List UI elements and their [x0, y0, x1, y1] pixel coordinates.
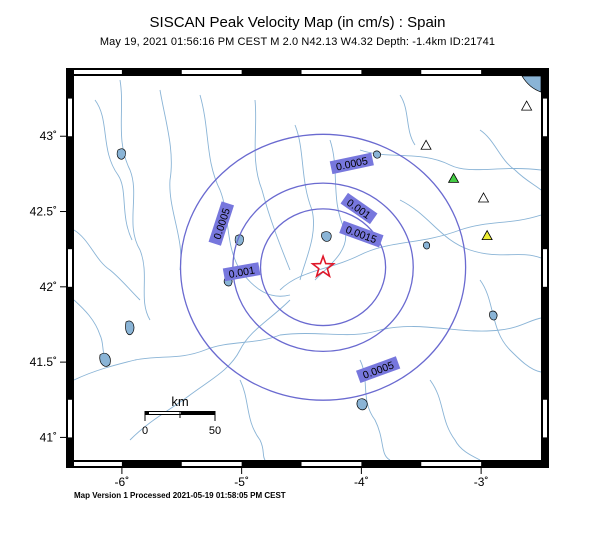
- station-triangle-icon: [420, 139, 432, 150]
- svg-text:0.001: 0.001: [228, 265, 256, 281]
- map-area: [74, 76, 541, 460]
- x-tick-label: -3˚: [474, 475, 489, 489]
- y-tick-label: 43˚: [40, 129, 57, 143]
- x-tick-label: -6˚: [115, 475, 130, 489]
- y-tick-label: 41.5˚: [30, 355, 57, 369]
- station-triangle-icon: [477, 192, 490, 203]
- scale-bar-unit: km: [171, 394, 188, 409]
- processing-note: Map Version 1 Processed 2021-05-19 01:58…: [74, 491, 286, 500]
- event-details: May 19, 2021 01:56:16 PM CEST M 2.0 N42.…: [99, 36, 496, 48]
- contour-0.0015: [259, 208, 387, 327]
- x-axis-ticks: -6˚ -5˚ -4˚ -3˚: [115, 468, 489, 489]
- seismic-stations: [420, 100, 533, 241]
- x-tick-label: -5˚: [234, 475, 249, 489]
- scale-bar-left-label: 0: [142, 425, 148, 437]
- velocity-contours: [179, 133, 467, 401]
- y-tick-label: 42.5˚: [30, 205, 57, 219]
- scale-bar: km 0 50: [142, 394, 221, 437]
- map-title: SISCAN Peak Velocity Map (in cm/s) : Spa…: [149, 14, 446, 31]
- contour-0.0005: [179, 133, 467, 401]
- y-axis-ticks: 43˚ 42.5˚ 42˚ 41.5˚ 41˚: [30, 129, 66, 444]
- y-tick-label: 42˚: [40, 280, 57, 294]
- station-triangle-icon: [481, 229, 493, 241]
- y-tick-label: 41˚: [40, 430, 57, 444]
- scale-bar-right-label: 50: [209, 425, 221, 437]
- x-tick-label: -4˚: [354, 475, 369, 489]
- contour-label: 0.001: [222, 262, 261, 282]
- station-triangle-icon: [447, 172, 460, 183]
- station-triangle-icon: [520, 100, 533, 111]
- frame-ticks: [68, 70, 547, 466]
- epicenter-star-icon: [310, 253, 336, 279]
